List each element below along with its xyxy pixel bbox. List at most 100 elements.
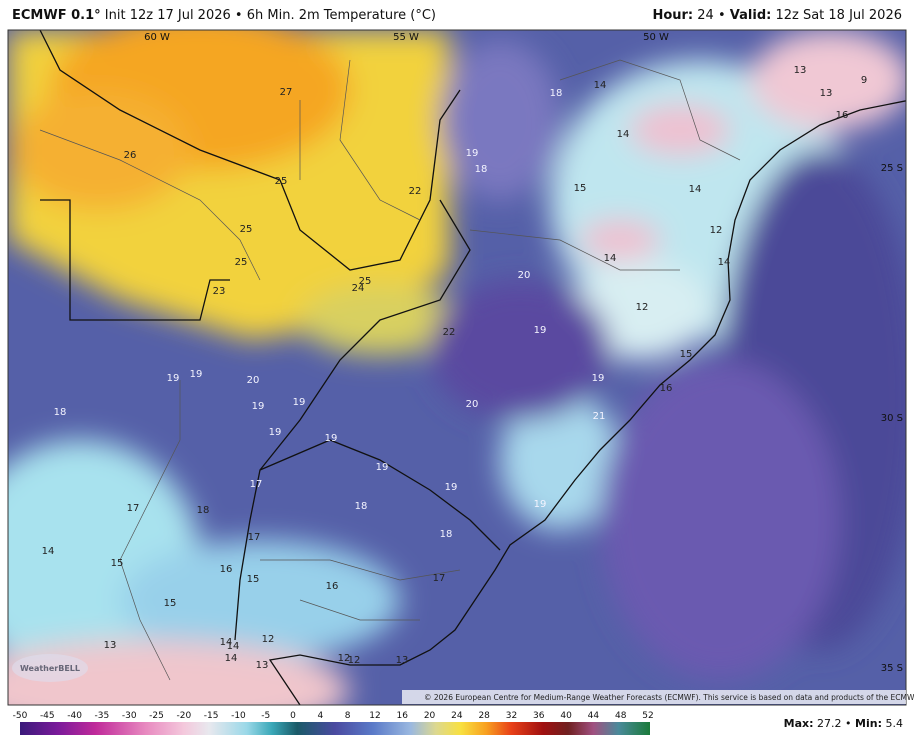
temperature-label: 18 <box>54 407 67 418</box>
colorbar-tick-label: -35 <box>95 711 110 721</box>
colorbar-tick-label: 32 <box>506 711 517 721</box>
temperature-label: 25 <box>235 257 248 268</box>
temperature-label: 25 <box>240 224 253 235</box>
temperature-label: 12 <box>348 655 361 666</box>
grid-label: 55 W <box>393 32 419 43</box>
colorbar-tick-label: 8 <box>345 711 351 721</box>
temperature-label: 19 <box>269 427 282 438</box>
valid: 12z Sat 18 Jul 2026 <box>775 8 902 23</box>
max: 27.2 <box>817 717 842 730</box>
temperature-label: 27 <box>280 87 293 98</box>
colorbar-tick-label: 20 <box>424 711 436 721</box>
temperature-label: 14 <box>604 253 617 264</box>
temperature-label: 15 <box>680 349 693 360</box>
temperature-label: 13 <box>104 640 117 651</box>
copyright-bg <box>402 690 906 704</box>
temperature-label: 21 <box>593 411 606 422</box>
temperature-label: 16 <box>660 383 673 394</box>
temperature-label: 25 <box>359 276 372 287</box>
temperature-label: 16 <box>326 581 339 592</box>
colorbar-tick-label: 16 <box>397 711 409 721</box>
colorbar-tick-label: 48 <box>615 711 627 721</box>
temperature-label: 19 <box>167 373 180 384</box>
min: 5.4 <box>886 717 904 730</box>
colorbar-tick-label: 0 <box>290 711 296 721</box>
temperature-label: 13 <box>396 655 409 666</box>
temperature-label: 17 <box>433 573 446 584</box>
grid-label: 35 S <box>881 663 903 674</box>
grid-label: 60 W <box>144 32 170 43</box>
temperature-label: 9 <box>861 75 867 86</box>
temperature-label: 18 <box>550 88 563 99</box>
temperature-label: 15 <box>574 183 587 194</box>
temperature-label: 14 <box>594 80 607 91</box>
temperature-label: 19 <box>466 148 479 159</box>
grid-label: 25 S <box>881 163 903 174</box>
temperature-label: 25 <box>275 176 288 187</box>
temperature-label: 20 <box>518 270 531 281</box>
colorbar-tick-label: -45 <box>40 711 55 721</box>
colorbar-tick-label: 12 <box>369 711 380 721</box>
separator: • <box>234 8 243 23</box>
grid-label: 50 W <box>643 32 669 43</box>
colorbar-tick-label: -30 <box>122 711 137 721</box>
borders <box>39 30 906 705</box>
separator: • <box>845 717 852 730</box>
temperature-label: 19 <box>592 373 605 384</box>
colorbar-tick-label: -50 <box>13 711 28 721</box>
temperature-label: 16 <box>836 110 849 121</box>
temperature-label: 19 <box>252 401 265 412</box>
temperature-label: 14 <box>718 257 731 268</box>
temperature-label: 18 <box>475 164 488 175</box>
temperature-label: 12 <box>338 653 351 664</box>
temperature-label: 13 <box>256 660 269 671</box>
max-label: Max: <box>784 717 814 730</box>
temperature-label: 12 <box>262 634 275 645</box>
colorbar-tick-label: 28 <box>478 711 490 721</box>
temperature-label: 23 <box>213 286 226 297</box>
temperature-label: 20 <box>466 399 479 410</box>
colorbar-tick-label: -40 <box>67 711 82 721</box>
temperature-label: 13 <box>794 65 807 76</box>
temperature-label: 15 <box>247 574 260 585</box>
temperature-label: 18 <box>197 505 210 516</box>
temperature-label: 16 <box>220 564 233 575</box>
copyright: © 2026 European Centre for Medium-Range … <box>424 693 914 702</box>
colorbar-tick-label: -20 <box>176 711 191 721</box>
temperature-label: 19 <box>190 369 203 380</box>
temperature-label: 15 <box>164 598 177 609</box>
hour-label: Hour: <box>652 8 694 23</box>
separator: • <box>717 8 726 23</box>
temperature-label: 19 <box>445 482 458 493</box>
temperature-label: 14 <box>617 129 630 140</box>
valid-label: Valid: <box>729 8 772 23</box>
colorbar-tick-label: 24 <box>451 711 463 721</box>
temperature-label: 12 <box>636 302 649 313</box>
hour: 24 <box>697 8 714 23</box>
temperature-label: 19 <box>376 462 389 473</box>
max-min: Max: 27.2 • Min: 5.4 <box>784 717 903 730</box>
header-right: Hour: 24 • Valid: 12z Sat 18 Jul 2026 <box>652 8 902 23</box>
logo-bg <box>12 654 88 682</box>
map-field <box>8 30 906 705</box>
colorbar-tick-label: 44 <box>588 711 600 721</box>
temperature-label: 14 <box>42 546 55 557</box>
colorbar-tick-label: 36 <box>533 711 545 721</box>
temperature-label: 26 <box>124 150 137 161</box>
temperature-label: 14 <box>689 184 702 195</box>
temperature-label: 24 <box>352 283 365 294</box>
colorbar-tick-label: -10 <box>231 711 246 721</box>
temperature-label: 17 <box>127 503 140 514</box>
min-label: Min: <box>855 717 882 730</box>
field: 6h Min. 2m Temperature (°C) <box>246 8 436 23</box>
temperature-label: 13 <box>820 88 833 99</box>
temperature-label: 12 <box>710 225 723 236</box>
temperature-label: 14 <box>220 637 233 648</box>
header-left: ECMWF 0.1° Init 12z 17 Jul 2026 • 6h Min… <box>12 8 436 23</box>
temperature-label: 18 <box>355 501 368 512</box>
temperature-label: 19 <box>293 397 306 408</box>
temperature-label: 14 <box>227 641 240 652</box>
temperature-label: 20 <box>247 375 260 386</box>
